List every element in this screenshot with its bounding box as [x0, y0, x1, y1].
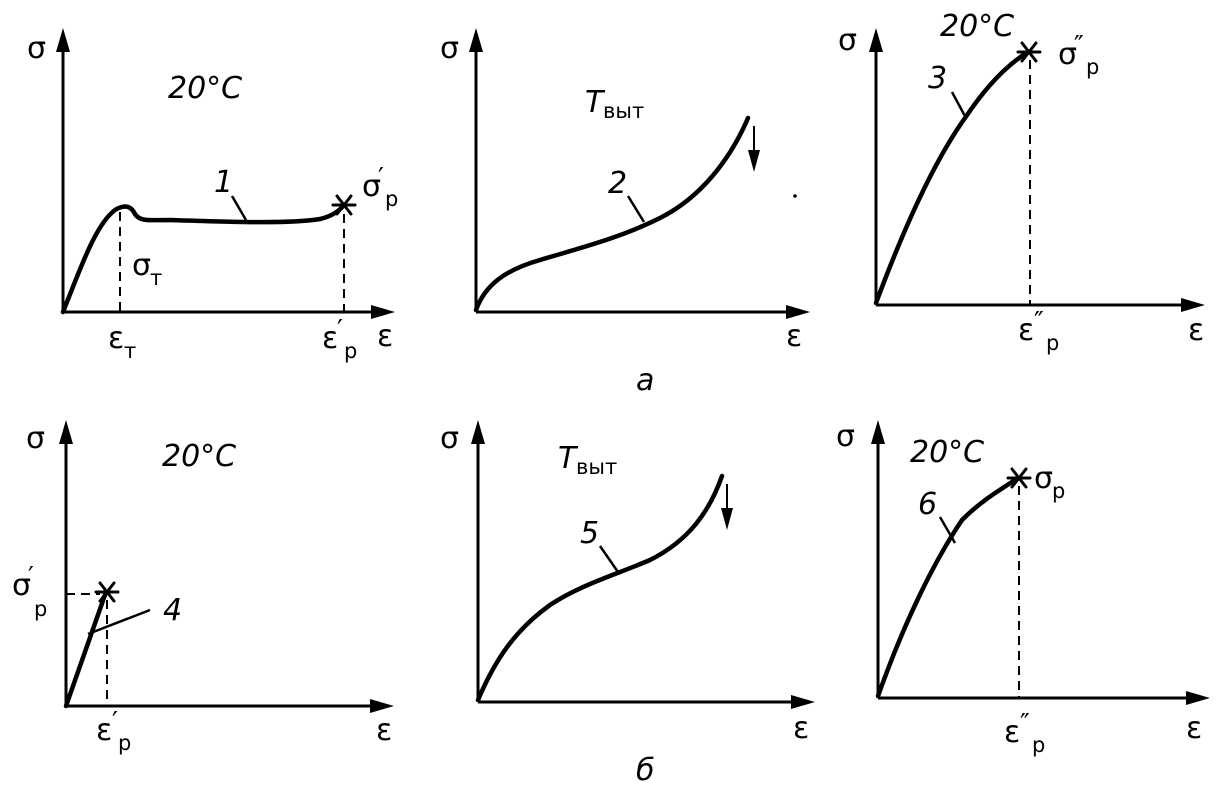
fracture-star-4: [94, 581, 120, 603]
sigma-p-subscript-6: р: [1052, 479, 1065, 503]
y-axis-label: σ: [838, 23, 857, 58]
eps-t-subscript: т: [124, 339, 136, 363]
curve-5-number: 5: [580, 516, 599, 551]
eps-p-subscript-3: р: [1046, 331, 1059, 355]
temperature-label: 20°C: [162, 439, 236, 474]
sigma-t-subscript: т: [150, 266, 162, 290]
y-axis-arrow: [471, 420, 485, 444]
curve-6-number: 6: [918, 487, 937, 522]
break-arrow-head-5: [721, 508, 733, 530]
panel-5: σ ε T выт 5: [440, 420, 815, 746]
eps-p-prime-4: ′: [112, 707, 118, 737]
eps-p-prime-1: ′: [337, 315, 343, 345]
sigma-p-subscript-3: р: [1086, 55, 1099, 79]
y-axis-label: σ: [440, 31, 459, 66]
sigma-p-dprime-3: ″: [1074, 31, 1084, 61]
eps-p-subscript-4: р: [118, 731, 131, 755]
x-axis-arrow: [1181, 298, 1205, 312]
curve-2: [473, 115, 751, 313]
sigma-p-label-6: σ: [1034, 461, 1053, 496]
curve-3-number: 3: [928, 61, 947, 96]
sigma-p-label-1: σ: [362, 169, 381, 204]
y-axis-label: σ: [27, 31, 46, 66]
curve-1-number: 1: [214, 165, 233, 200]
eps-p-dprime-6: ″: [1020, 709, 1030, 739]
curve-2-leader: [626, 195, 646, 223]
curve-3-leader: [950, 91, 968, 119]
curve-6: [875, 475, 1021, 699]
curve-2-number: 2: [608, 166, 627, 201]
y-axis-label: σ: [26, 421, 45, 456]
eps-p-dprime-3: ″: [1034, 307, 1044, 337]
stray-dot: [793, 194, 797, 198]
sigma-t-label: σ: [132, 248, 151, 283]
sigma-p-label-3: σ: [1058, 37, 1077, 72]
sigma-p-label-4: σ: [12, 568, 31, 603]
eps-p-subscript-1: р: [344, 339, 357, 363]
curve-1: [60, 202, 347, 315]
curve-4: [63, 589, 109, 709]
curve-5-leader: [598, 545, 620, 573]
sigma-p-prime-1: ′: [378, 163, 384, 193]
sigma-p-subscript-4: р: [34, 597, 47, 621]
curve-5: [475, 473, 725, 703]
x-axis-label: ε: [1188, 313, 1204, 348]
eps-p-label-3: ε: [1018, 313, 1034, 348]
fracture-star-6: [1006, 467, 1032, 489]
y-axis-arrow: [56, 28, 70, 52]
curve-4-number: 4: [163, 593, 182, 628]
x-axis-arrow: [1186, 691, 1210, 705]
curve-3: [873, 49, 1031, 306]
curve-4-leader: [87, 608, 151, 636]
y-axis-arrow: [469, 28, 483, 52]
eps-p-label-4: ε: [96, 713, 112, 748]
y-axis-arrow: [869, 28, 883, 52]
eps-p-label-6: ε: [1004, 715, 1020, 750]
curve-6-leader: [938, 516, 957, 544]
sigma-p-subscript-1: р: [385, 187, 398, 211]
group-label-b: б: [636, 753, 655, 788]
temperature-T: T: [558, 441, 579, 476]
panel-4: σ ε 20°C 4 σ ′ р ε ′ р: [12, 420, 394, 755]
panel-6: σ ε 20°C 6 σ р ε ″ р: [836, 419, 1210, 757]
fracture-star-3: [1016, 41, 1042, 63]
y-axis-label: σ: [836, 419, 855, 454]
panel-1: σ ε 20°C 1 σ т σ ′ р ε т ε ′ р: [27, 28, 398, 363]
x-axis-label: ε: [377, 319, 393, 354]
x-axis-label: ε: [786, 319, 802, 354]
group-label-a: а: [636, 363, 654, 398]
temperature-label: 20°C: [168, 71, 242, 106]
temperature-subscript: выт: [576, 455, 617, 479]
temperature-subscript: выт: [603, 99, 644, 123]
eps-t-label: ε: [108, 321, 124, 356]
panel-3: σ ε 20°C 3 σ ″ р ε ″ р: [838, 9, 1205, 355]
x-axis-arrow: [786, 305, 810, 319]
temperature-label: 20°C: [940, 9, 1014, 44]
temperature-T: T: [585, 85, 606, 120]
sigma-p-prime-4: ′: [28, 562, 34, 592]
break-arrow-head-2: [748, 150, 760, 172]
panel-2: σ ε T выт 2: [440, 28, 810, 354]
x-axis-label: ε: [1186, 711, 1202, 746]
fracture-star-1: [331, 194, 357, 216]
y-axis-arrow: [871, 420, 885, 444]
temperature-label: 20°C: [910, 435, 984, 470]
y-axis-arrow: [59, 420, 73, 444]
curve-1-leader: [230, 195, 248, 221]
eps-p-label-1: ε: [322, 321, 338, 356]
x-axis-label: ε: [376, 713, 392, 748]
x-axis-label: ε: [793, 711, 809, 746]
eps-p-subscript-6: р: [1032, 733, 1045, 757]
y-axis-label: σ: [440, 421, 459, 456]
x-axis-arrow: [370, 699, 394, 713]
x-axis-arrow: [371, 305, 395, 319]
x-axis-arrow: [791, 695, 815, 709]
